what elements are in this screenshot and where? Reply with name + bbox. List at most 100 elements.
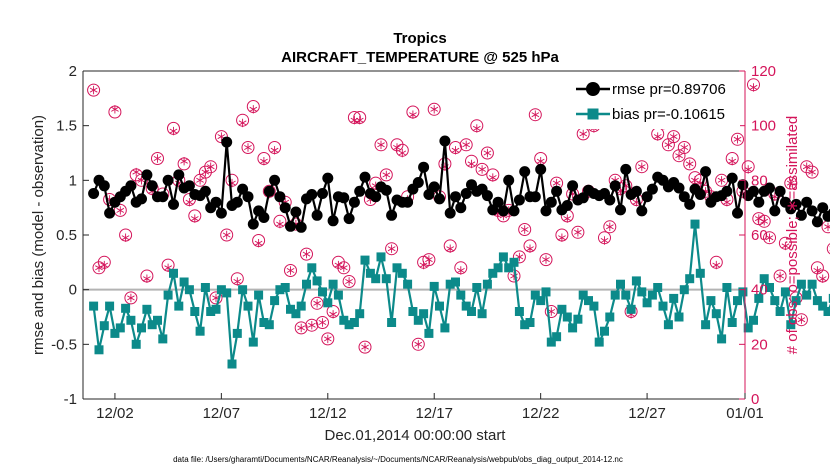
y-tick-left-label: 2 bbox=[69, 63, 77, 80]
obs-assimilated-point bbox=[169, 126, 178, 136]
bias-point bbox=[690, 219, 700, 229]
rmse-point bbox=[545, 196, 557, 208]
rmse-point bbox=[700, 166, 712, 178]
rmse-point bbox=[753, 196, 765, 208]
bias-point bbox=[770, 296, 780, 306]
legend: rmse pr=0.89706 bias pr=-0.10615 bbox=[572, 79, 740, 129]
bias-point bbox=[626, 304, 636, 314]
rmse-point bbox=[817, 202, 829, 214]
data-file-note: data file: /Users/gharamti/Documents/NCA… bbox=[173, 455, 623, 464]
obs-possible-point bbox=[87, 83, 101, 97]
obs-assimilated-point bbox=[786, 178, 795, 188]
obs-assimilated-point bbox=[733, 135, 742, 144]
rmse-point bbox=[136, 193, 147, 205]
x-tick-label: 01/01 bbox=[726, 405, 764, 422]
x-tick-label: 12/02 bbox=[96, 405, 134, 422]
rmse-point bbox=[434, 193, 445, 205]
bias-point bbox=[791, 296, 801, 306]
bias-point bbox=[637, 287, 647, 297]
obs-possible-point bbox=[571, 225, 585, 239]
obs-assimilated-point bbox=[808, 167, 816, 177]
obs-assimilated-point bbox=[653, 132, 662, 141]
obs-possible-point bbox=[805, 165, 819, 179]
bias-point bbox=[349, 318, 359, 327]
bias-point bbox=[392, 263, 402, 273]
chart-title: Tropics bbox=[393, 30, 446, 47]
obs-assimilated-point bbox=[398, 148, 407, 158]
bias-point bbox=[775, 307, 785, 316]
rmse-point bbox=[721, 185, 733, 197]
bias-point bbox=[828, 293, 830, 303]
bias-point bbox=[530, 290, 540, 300]
obs-assimilated-point bbox=[749, 83, 758, 92]
bias-point bbox=[802, 290, 812, 300]
obs-possible-point bbox=[294, 321, 308, 335]
bias-point bbox=[461, 301, 471, 311]
rmse-point bbox=[322, 172, 334, 184]
bias-point bbox=[605, 312, 615, 322]
y-tick-right-label: 80 bbox=[751, 172, 768, 189]
bias-point bbox=[200, 283, 210, 292]
obs-assimilated-point bbox=[249, 105, 258, 114]
obs-assimilated-point bbox=[419, 260, 428, 270]
rmse-point bbox=[88, 188, 100, 199]
legend-bias-label: bias pr=-0.10615 bbox=[612, 106, 725, 123]
obs-assimilated-point bbox=[456, 266, 465, 275]
rmse-point bbox=[327, 215, 339, 227]
bias-point bbox=[504, 263, 514, 273]
bias-series bbox=[89, 219, 830, 369]
obs-possible-point bbox=[528, 108, 542, 122]
bias-point bbox=[355, 309, 365, 319]
obs-possible-point bbox=[731, 132, 744, 146]
obs-assimilated-point bbox=[797, 315, 806, 324]
obs-possible-point bbox=[241, 141, 255, 154]
obs-assimilated-point bbox=[531, 110, 540, 119]
bias-point bbox=[573, 314, 583, 324]
obs-assimilated-point bbox=[286, 266, 295, 275]
obs-possible-point bbox=[773, 269, 787, 283]
rmse-point bbox=[343, 213, 355, 225]
obs-assimilated-point bbox=[414, 340, 423, 349]
obs-assimilated-point bbox=[451, 146, 460, 155]
obs-assimilated-point bbox=[297, 323, 306, 333]
bias-point bbox=[520, 320, 530, 330]
rmse-point bbox=[125, 180, 137, 192]
rmse-point bbox=[162, 174, 174, 186]
rmse-point bbox=[487, 204, 499, 216]
x-tick-label: 12/17 bbox=[415, 405, 453, 422]
rmse-point bbox=[540, 205, 552, 217]
obs-assimilated-point bbox=[89, 85, 98, 95]
bias-point bbox=[578, 290, 588, 300]
rmse-point bbox=[801, 196, 813, 208]
bias-point bbox=[514, 307, 524, 316]
obs-assimilated-point bbox=[307, 321, 316, 330]
obs-possible-point bbox=[422, 253, 436, 267]
rmse-point bbox=[764, 182, 775, 194]
rmse-point bbox=[338, 192, 350, 204]
bias-point bbox=[610, 290, 620, 300]
rmse-point bbox=[827, 208, 830, 218]
rmse-point bbox=[795, 209, 807, 221]
obs-possible-point bbox=[800, 160, 814, 174]
obs-assimilated-point bbox=[387, 244, 396, 253]
bias-point bbox=[158, 334, 168, 344]
obs-assimilated-point bbox=[488, 173, 497, 182]
obs-assimilated-point bbox=[723, 198, 731, 207]
legend-box bbox=[572, 79, 740, 129]
rmse-point bbox=[508, 205, 520, 217]
obs-possible-point bbox=[635, 160, 649, 174]
rmse-point bbox=[157, 191, 169, 203]
bias-point bbox=[302, 279, 311, 289]
rmse-point bbox=[615, 204, 626, 216]
obs-possible-point bbox=[337, 261, 351, 275]
bias-point bbox=[717, 334, 727, 344]
bias-point bbox=[738, 287, 748, 297]
y-tick-left-label: 1 bbox=[69, 172, 77, 189]
rmse-point bbox=[295, 221, 307, 233]
bias-point bbox=[232, 328, 242, 338]
rmse-point bbox=[98, 180, 110, 192]
obs-possible-point bbox=[379, 168, 393, 182]
obs-possible-point bbox=[480, 146, 494, 160]
rmse-point bbox=[630, 185, 642, 197]
